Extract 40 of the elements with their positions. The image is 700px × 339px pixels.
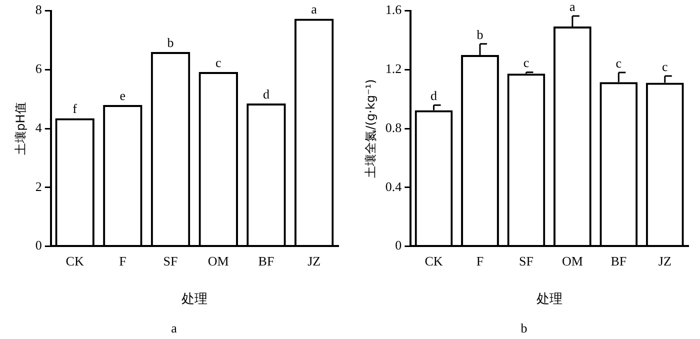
y-tick-label: 0.8 <box>385 120 402 135</box>
annotation: b <box>476 26 484 42</box>
y-tick-label: 0 <box>395 238 402 253</box>
annotation: c <box>662 58 668 74</box>
x-tick-label: F <box>119 253 126 268</box>
x-tick-label: BF <box>610 253 627 268</box>
y-tick-label: 1.2 <box>385 61 402 76</box>
x-tick-label: SF <box>518 253 534 268</box>
text: a <box>171 320 178 336</box>
y-tick-label: 0 <box>35 238 42 253</box>
x-tick-label: BF <box>258 253 274 268</box>
y-tick-label: 4 <box>35 120 42 135</box>
x-tick-label: SF <box>163 253 178 268</box>
y-tick-label: 6 <box>35 61 42 76</box>
y-axis-title: 土壤pH值 <box>13 102 28 155</box>
annotation: f <box>72 101 78 116</box>
annotation: b <box>167 34 174 50</box>
x-tick-label: CK <box>424 253 444 268</box>
x-axis-title: 处理 <box>536 292 562 307</box>
text: b <box>520 320 528 336</box>
x-tick-label: F <box>476 253 484 268</box>
x-tick-label: OM <box>208 253 230 268</box>
annotation: a <box>570 0 576 14</box>
annotation: c <box>215 54 222 70</box>
annotation: c <box>616 55 622 70</box>
x-axis-title: 处理 <box>181 292 208 307</box>
annotation: e <box>120 88 126 103</box>
x-tick-label: JZ <box>308 253 321 268</box>
annotation: d <box>262 86 270 102</box>
x-tick-label: JZ <box>658 253 672 268</box>
y-tick-label: 1.6 <box>385 2 402 18</box>
x-tick-label: CK <box>66 253 84 268</box>
annotation: d <box>430 88 438 104</box>
annotation: a <box>311 2 318 17</box>
x-tick-label: OM <box>562 253 584 268</box>
y-axis-title: 土壤全氮/(g·kg⁻¹) <box>363 79 378 178</box>
annotation: c <box>523 55 530 70</box>
y-tick-label: 0.4 <box>385 178 402 194</box>
y-tick-label: 2 <box>35 178 42 194</box>
y-tick-label: 8 <box>35 2 42 18</box>
